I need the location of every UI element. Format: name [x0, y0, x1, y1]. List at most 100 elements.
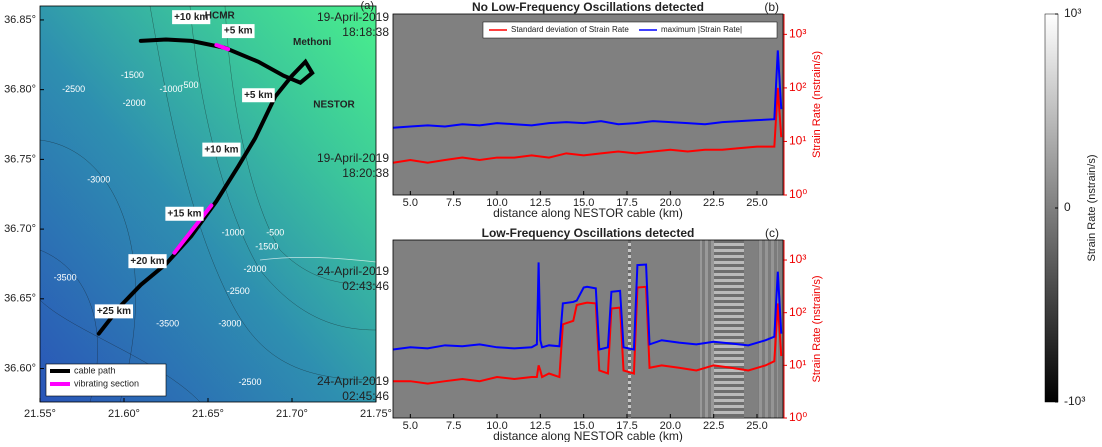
x-tick-label: 12.5 [530, 197, 551, 209]
x-tick-label: 21.60° [108, 408, 140, 420]
km-label: +10 km [174, 12, 208, 23]
heatmap-b [393, 14, 783, 195]
plot-frame [392, 13, 784, 196]
km-label: +10 km [204, 144, 238, 155]
x-tick-label: 21.65° [192, 408, 224, 420]
place-label: HCMR [205, 10, 236, 21]
legend-label: cable path [74, 365, 116, 375]
contour-label: -1000 [222, 228, 245, 238]
time-label: 19-April-2019 [317, 10, 389, 24]
panel-label: (c) [765, 226, 779, 240]
km-label: +5 km [224, 26, 253, 37]
cable-line [96, 37, 315, 336]
time-label: 18:20:38 [342, 166, 389, 180]
y-tick-label: 36.70° [4, 223, 36, 235]
y-tick-label: 36.85° [4, 14, 36, 26]
km-label-box [94, 304, 134, 319]
heatmap-c [393, 240, 783, 418]
time-label: 24-April-2019 [317, 374, 389, 388]
y2-tick-label: 10² [789, 80, 806, 94]
contour-label: -2500 [238, 377, 261, 387]
legend-label: vibrating section [74, 378, 139, 388]
contour-label: -2000 [123, 98, 146, 108]
chart-title: No Low-Frequency Oscillations detected [472, 0, 704, 14]
x-tick-label: 21.55° [24, 408, 56, 420]
place-label: Methoni [293, 37, 332, 48]
y2-tick-label: 10² [789, 305, 806, 319]
contour-label: -1500 [121, 70, 144, 80]
x-tick-label: 17.5 [616, 197, 637, 209]
km-label: +25 km [97, 306, 131, 317]
chart-title: Low-Frequency Oscillations detected [482, 226, 695, 240]
contour-label: -2000 [244, 264, 267, 274]
time-label: 19-April-2019 [317, 151, 389, 165]
contour-label: -1000 [160, 84, 183, 94]
km-label-box [202, 142, 241, 157]
time-label: 02:43:46 [342, 279, 389, 293]
x-tick-label: 15.0 [573, 420, 594, 432]
x-axis-label: distance along NESTOR cable (km) [493, 206, 683, 220]
km-label-box [221, 24, 255, 39]
km-label-box [128, 254, 167, 269]
legend-box [482, 21, 778, 39]
colorbar-tick-label: 0 [1064, 200, 1071, 214]
x-tick-label: 25.0 [746, 420, 767, 432]
map-background [39, 5, 377, 403]
x-tick-label: 7.5 [446, 197, 461, 209]
x-tick-label: 22.5 [703, 197, 724, 209]
plot-frame [392, 239, 784, 419]
plot-frame [39, 5, 377, 403]
x-tick-label: 21.75° [360, 408, 392, 420]
time-label: 02:45:46 [342, 389, 389, 403]
x-tick-label: 7.5 [446, 420, 461, 432]
x-tick-label: 12.5 [530, 420, 551, 432]
y-tick-label: 36.65° [4, 293, 36, 305]
y2-tick-label: 10⁰ [789, 187, 807, 201]
legend-label: Standard deviation of Strain Rate [511, 25, 629, 34]
x-tick-label: 20.0 [660, 420, 681, 432]
y2-tick-label: 10⁰ [789, 410, 807, 424]
x-tick-label: 20.0 [660, 197, 681, 209]
time-label: 18:18:38 [342, 25, 389, 39]
time-label: 24-April-2019 [317, 264, 389, 278]
y2-tick-label: 10¹ [789, 134, 806, 148]
km-label-box [172, 10, 211, 25]
km-label: +20 km [130, 256, 164, 267]
colorbar-tick-label: -10³ [1064, 394, 1085, 408]
series-line [392, 87, 783, 164]
contour-label: -500 [266, 228, 284, 238]
x-tick-label: 17.5 [616, 420, 637, 432]
cable-line [172, 203, 214, 255]
km-label: +15 km [167, 208, 201, 219]
x-tick-label: 10.0 [486, 420, 507, 432]
x-tick-label: 5.0 [403, 420, 418, 432]
contour-label: -3000 [218, 318, 241, 328]
series-line [392, 50, 783, 129]
y2-tick-label: 10³ [789, 252, 806, 266]
colorbar-tick-label: 10³ [1064, 6, 1081, 20]
km-label-box [165, 206, 204, 221]
x-tick-label: 25.0 [746, 197, 767, 209]
y-tick-label: 36.75° [4, 153, 36, 165]
series-line [392, 262, 783, 351]
series-line [393, 285, 783, 385]
y-tick-label: 36.80° [4, 84, 36, 96]
y2-tick-label: 10¹ [789, 358, 806, 372]
x-tick-label: 21.70° [276, 408, 308, 420]
place-label: NESTOR [313, 100, 355, 111]
x-tick-label: 5.0 [403, 197, 418, 209]
y2-axis-label: Strain Rate (nstrain/s) [811, 276, 823, 383]
x-tick-label: 15.0 [573, 197, 594, 209]
y2-tick-label: 10³ [789, 27, 806, 41]
cable-line [214, 43, 231, 52]
y-tick-label: 36.60° [4, 362, 36, 374]
contour-label: -2500 [62, 84, 85, 94]
contour-label: -500 [181, 80, 199, 90]
x-tick-label: 10.0 [486, 197, 507, 209]
colorbar-label: Strain Rate (nstrain/s) [1086, 155, 1098, 262]
contour-label: -1500 [255, 242, 278, 252]
y2-axis-label: Strain Rate (nstrain/s) [811, 51, 823, 158]
legend-label: maximum |Strain Rate| [661, 25, 742, 34]
contour-label: -3500 [156, 318, 179, 328]
